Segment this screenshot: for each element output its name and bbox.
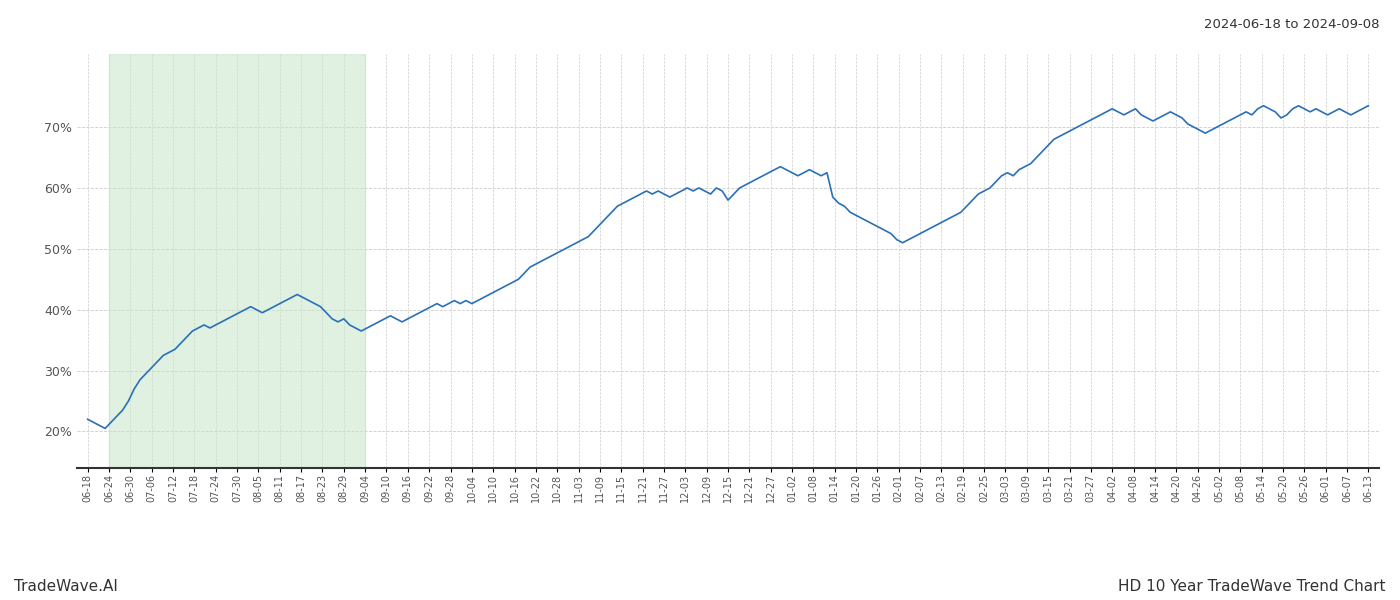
Bar — [109, 54, 365, 468]
Text: TradeWave.AI: TradeWave.AI — [14, 579, 118, 594]
Text: HD 10 Year TradeWave Trend Chart: HD 10 Year TradeWave Trend Chart — [1119, 579, 1386, 594]
Text: 2024-06-18 to 2024-09-08: 2024-06-18 to 2024-09-08 — [1204, 18, 1379, 31]
